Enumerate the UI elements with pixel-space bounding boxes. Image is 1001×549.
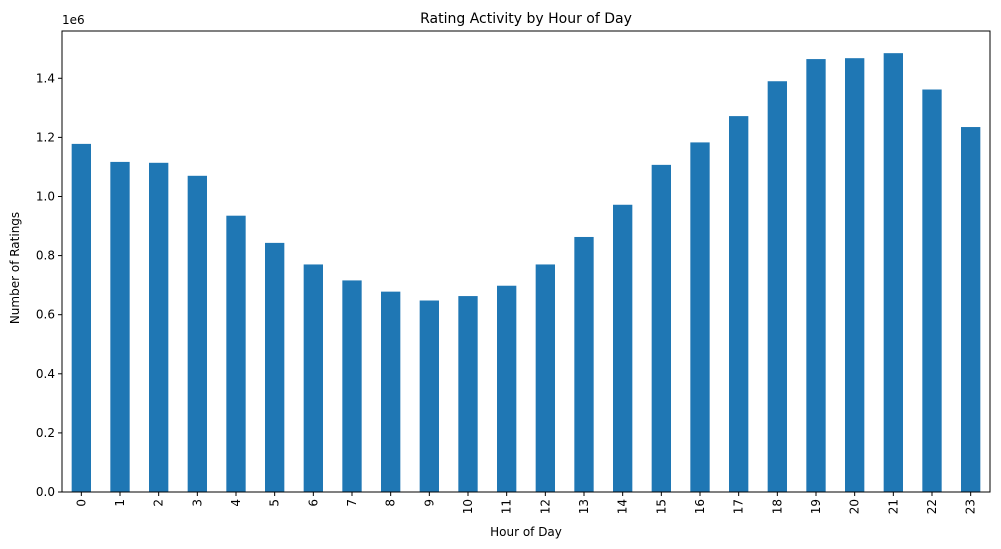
y-tick-label: 0.2 [36,426,55,440]
bar-hour-11 [497,285,517,492]
y-tick-label: 0.8 [36,249,55,263]
bar-hour-20 [845,58,865,492]
y-tick-label: 1.2 [36,130,55,144]
y-offset-label: 1e6 [62,13,85,27]
x-tick-label: 2 [152,499,166,507]
bar-hour-2 [149,162,169,493]
bar-hour-10 [458,296,478,492]
x-tick-label: 22 [925,499,939,514]
y-tick-label: 0.4 [36,367,55,381]
plot-frame [61,30,991,493]
bars-group [71,53,981,493]
x-tick-label: 15 [654,499,668,514]
x-tick-label: 8 [384,499,398,507]
x-tick-label: 1 [113,499,127,507]
x-tick-label: 20 [848,499,862,514]
x-tick-label: 4 [229,499,243,507]
x-tick-label: 10 [461,499,475,514]
bar-hour-22 [922,89,942,492]
x-tick-label: 12 [538,499,552,514]
x-tick-label: 6 [306,499,320,507]
chart-title: Rating Activity by Hour of Day [420,11,632,27]
bar-hour-21 [883,53,903,493]
bar-hour-19 [806,59,826,492]
bar-hour-9 [419,300,439,492]
y-tick-label: 1.4 [36,71,55,85]
x-tick-label: 17 [732,499,746,514]
x-tick-label: 16 [693,499,707,514]
bar-hour-14 [613,204,633,492]
x-tick-label: 21 [886,499,900,514]
x-tick-label: 23 [964,499,978,514]
bar-hour-16 [690,142,710,493]
bar-hour-18 [767,81,787,492]
bar-hour-17 [729,116,749,492]
bar-hour-3 [187,175,207,493]
x-tick-label: 19 [809,499,823,514]
bar-hour-8 [381,291,401,492]
bar-hour-4 [226,215,246,493]
y-axis-label: Number of Ratings [8,212,22,324]
bar-hour-13 [574,236,594,492]
y-tick-label: 1.0 [36,189,55,203]
x-tick-label: 14 [616,499,630,514]
bar-hour-15 [651,164,671,492]
y-tick-label: 0.6 [36,308,55,322]
x-tick-label: 11 [500,499,514,514]
y-ticks-group: 0.0 0.2 0.4 0.6 0.8 1.0 1.2 1.4 [36,71,62,499]
x-tick-label: 13 [577,499,591,514]
bar-hour-1 [110,161,130,493]
x-tick-label: 3 [190,499,204,507]
x-ticks-group: 0 1 2 3 4 5 6 7 8 9 10 11 12 13 14 15 16 17 18 19 20 21 22 23 [74,492,978,514]
y-tick-label: 0.0 [36,485,55,499]
bar-hour-0 [71,143,91,492]
bar-hour-12 [535,264,555,492]
x-tick-label: 18 [770,499,784,514]
bar-hour-6 [303,264,323,492]
x-tick-label: 9 [422,499,436,507]
x-tick-label: 5 [268,499,282,507]
bar-hour-5 [265,242,285,492]
x-tick-label: 7 [345,499,359,507]
x-axis-label: Hour of Day [490,525,562,539]
bar-hour-23 [961,127,981,493]
x-tick-label: 0 [74,499,88,507]
bar-hour-7 [342,280,362,492]
